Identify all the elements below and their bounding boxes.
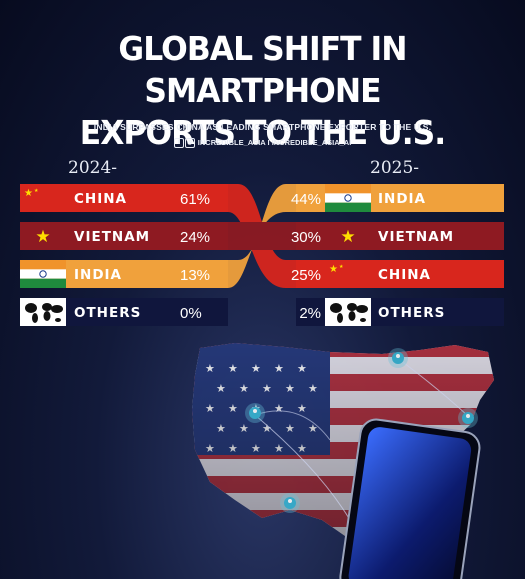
others-world-map-icon [20,298,66,326]
share-label: 24% [180,229,210,246]
svg-text:★: ★ [340,227,355,247]
share-label: 61% [180,191,210,208]
vietnam-flag-icon: ★ [325,222,371,250]
instagram-icon: ◎ [184,138,195,149]
svg-text:★: ★ [24,188,33,199]
rows-2024: ★ ★ CHINA 61%★ VIETNAM 24%INDIA 13%OTHERS 0% [20,184,228,326]
svg-text:★: ★ [329,264,338,275]
smartphone-icon [339,418,481,579]
country-label: INDIA [378,191,426,207]
title-line-1: GLOBAL SHIFT IN SMARTPHONE [118,29,407,110]
svg-text:★: ★ [34,188,39,194]
others-world-map-icon [325,298,371,326]
row-2024-others: OTHERS 0% [20,298,228,326]
social-handles: f ◎ INCREDIBLE_ASIA I INCREDIBLE_ASIA_AI [0,138,525,149]
user-location-icon [245,348,478,513]
ribbon-connectors [228,184,296,288]
row-2024-vietnam: ★ VIETNAM 24% [20,222,228,250]
page-title: GLOBAL SHIFT IN SMARTPHONE EXPORTS TO TH… [13,28,512,154]
share-label: 25% [291,267,321,284]
share-label: 2% [299,305,321,322]
year-2024-label: 2024- [68,158,118,178]
row-2025-vietnam: ★ VIETNAM 30% [291,222,504,250]
svg-text:★: ★ [35,227,50,247]
row-2025-india: INDIA 44% [291,184,504,212]
year-2025-label: 2025- [370,158,420,178]
country-label: VIETNAM [74,229,150,245]
row-2024-china: ★ ★ CHINA 61% [20,184,228,212]
china-flag-icon: ★ ★ [20,184,66,212]
share-label: 44% [291,191,321,208]
share-label: 0% [180,305,202,322]
vietnam-flag-icon: ★ [20,222,66,250]
country-label: INDIA [74,267,122,283]
china-flag-icon: ★ ★ [325,260,371,288]
country-label: OTHERS [378,305,445,321]
row-2025-others: OTHERS 2% [296,298,504,326]
share-label: 13% [180,267,210,284]
subtitle: INDIA SURPASSES CHINA AS LEADING SMARTPH… [93,122,432,132]
india-flag-icon [325,184,371,212]
country-label: OTHERS [74,305,141,321]
social-handle-text: INCREDIBLE_ASIA I INCREDIBLE_ASIA_AI [197,138,352,147]
row-2024-india: INDIA 13% [20,260,228,288]
share-label: 30% [291,229,321,246]
svg-text:★: ★ [339,264,344,270]
row-2025-china: ★ ★ CHINA 25% [291,260,504,288]
country-label: CHINA [378,267,431,283]
facebook-icon: f [173,138,184,149]
india-flag-icon [20,260,66,288]
country-label: CHINA [74,191,127,207]
title-line-2: EXPORTS TO THE U.S. [79,113,446,152]
country-label: VIETNAM [378,229,454,245]
